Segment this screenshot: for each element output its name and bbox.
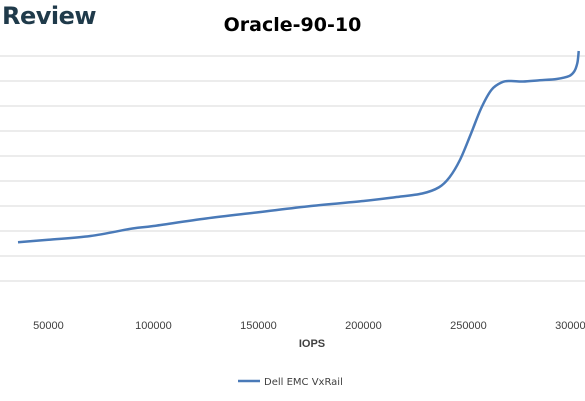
legend: Dell EMC VxRail [238,377,343,388]
chart-title: Oracle-90-10 [223,14,362,36]
x-tick-label: 150000 [240,320,277,332]
x-axis-label: IOPS [299,338,325,350]
series-line-dell-emc-vxrail [17,50,580,244]
brand-logo-text: Review [2,2,97,30]
x-tick-label: 250000 [450,320,487,332]
x-tick-label: 100000 [135,320,172,332]
gridlines [0,55,585,282]
legend-label-dell-emc-vxrail: Dell EMC VxRail [264,377,343,388]
x-tick-label: 50000 [33,320,64,332]
x-tick-label: 200000 [345,320,382,332]
x-tick-label: 300000 [555,320,585,332]
x-axis-ticks: 50000 100000 150000 200000 250000 300000 [33,320,585,332]
series-layer [17,50,580,244]
